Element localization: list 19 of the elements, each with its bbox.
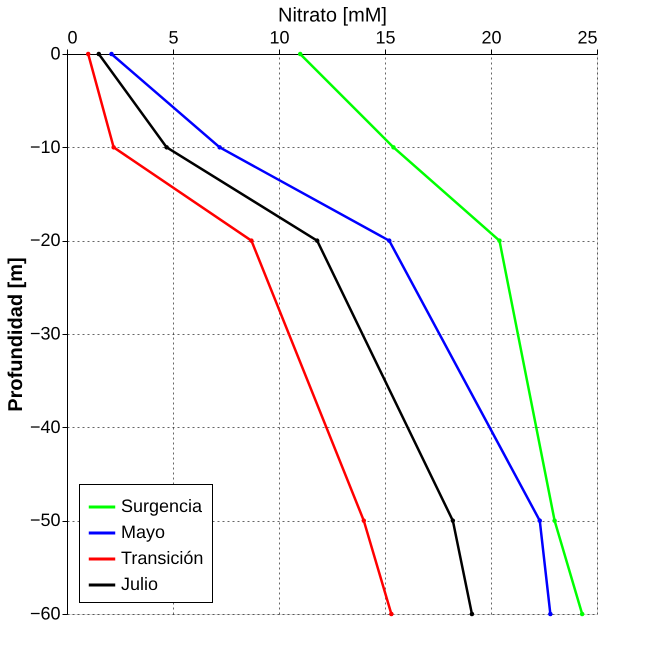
legend-label: Transición [121,548,204,568]
y-tick-label: −20 [30,230,60,250]
x-axis-title: Nitrato [mM] [278,4,387,26]
legend-label: Mayo [121,522,166,542]
x-tick-label: 5 [168,28,179,48]
x-tick-label: 20 [481,28,502,48]
legend-label: Julio [121,574,158,594]
x-tick-label: 10 [269,28,290,48]
y-tick-label: −50 [30,510,60,530]
x-tick-label: 0 [68,28,78,48]
legend-label: Surgencia [121,496,204,516]
y-axis-title: Profundidad [m] [4,257,27,412]
y-tick-label: −10 [30,136,60,157]
y-tick-label: −60 [30,604,60,624]
y-tick-label: −40 [30,416,60,437]
y-tick-label: −30 [30,324,60,344]
y-tick-label: 0 [50,44,60,64]
x-tick-label: 15 [375,28,396,48]
x-tick-label: 25 [577,28,598,48]
